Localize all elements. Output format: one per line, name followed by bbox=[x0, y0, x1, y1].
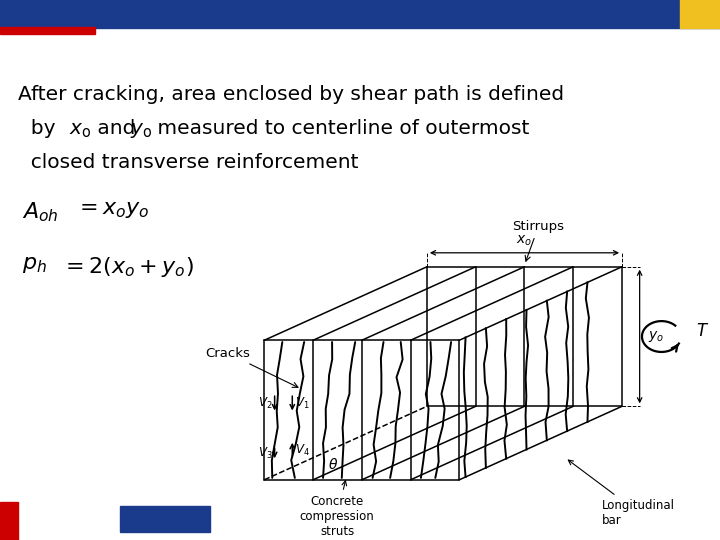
Text: $A_{oh}$: $A_{oh}$ bbox=[22, 200, 59, 224]
Text: $V_3$: $V_3$ bbox=[258, 446, 273, 461]
Text: measured to centerline of outermost: measured to centerline of outermost bbox=[151, 119, 529, 138]
Text: $x_o$: $x_o$ bbox=[516, 234, 533, 248]
Text: y: y bbox=[131, 119, 143, 138]
Text: x: x bbox=[70, 119, 82, 138]
Text: o: o bbox=[81, 125, 90, 140]
Text: closed transverse reinforcement: closed transverse reinforcement bbox=[18, 153, 359, 172]
Text: $y_o$: $y_o$ bbox=[648, 329, 664, 344]
Text: by: by bbox=[18, 119, 62, 138]
Text: $= x_o y_o$: $= x_o y_o$ bbox=[75, 200, 150, 220]
Text: Cracks: Cracks bbox=[206, 347, 298, 387]
Text: $V_4$: $V_4$ bbox=[294, 443, 310, 458]
Bar bbox=[680, 0, 720, 28]
Text: Concrete
compression
struts: Concrete compression struts bbox=[300, 481, 374, 538]
Text: $T$: $T$ bbox=[696, 322, 709, 340]
Text: $V_2$: $V_2$ bbox=[258, 396, 273, 411]
Bar bbox=[0, 0, 720, 28]
Text: $p_h$: $p_h$ bbox=[22, 255, 47, 275]
Text: Stirrups: Stirrups bbox=[513, 220, 564, 261]
Bar bbox=[0, 27, 95, 34]
Bar bbox=[0, 502, 18, 540]
Text: After cracking, area enclosed by shear path is defined: After cracking, area enclosed by shear p… bbox=[18, 85, 564, 104]
Text: $V_1$: $V_1$ bbox=[294, 396, 309, 411]
Text: Longitudinal
bar: Longitudinal bar bbox=[568, 460, 675, 527]
Text: $= 2(x_o + y_o)$: $= 2(x_o + y_o)$ bbox=[61, 255, 194, 279]
Text: o: o bbox=[142, 125, 150, 140]
Bar bbox=[120, 506, 210, 532]
Text: and: and bbox=[91, 119, 142, 138]
Text: $\theta$: $\theta$ bbox=[328, 457, 338, 471]
